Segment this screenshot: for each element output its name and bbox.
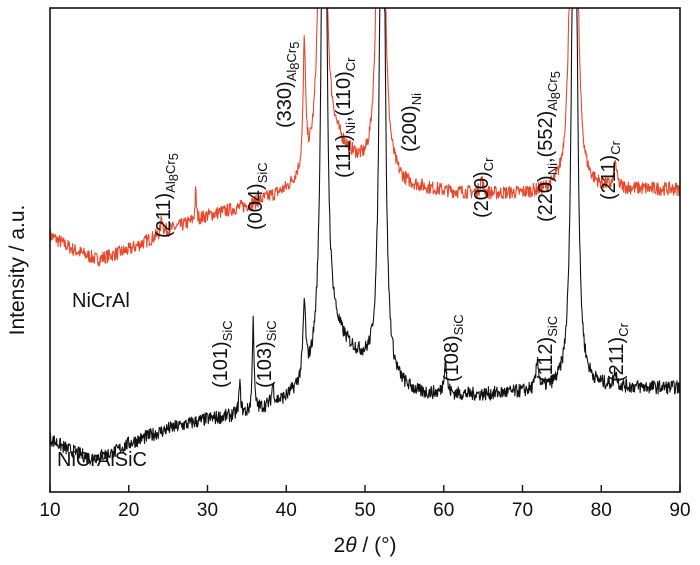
peak-label-103-sic: (103)SiC [254,320,279,388]
peak-label-200-ni: (200)Ni [399,93,424,152]
plot-frame [49,7,681,493]
peak-label-220-552: (220)Ni,(552)Al8Cr5 [535,71,563,222]
series-label-nicralsic: NiCrAlSiC [57,449,147,471]
peak-label-004-sic: (004)SiC [245,162,270,230]
x-tick-label-30: 30 [197,500,218,521]
x-tick-label-40: 40 [276,500,297,521]
peak-label-211-cr-bottom: (211)Cr [606,322,631,382]
traces [49,7,681,465]
peak-label-330-al8cr5: (330)Al8Cr5 [274,42,302,128]
peak-label-211-cr-top: (211)Cr [598,140,623,200]
x-tick-label-10: 10 [39,500,60,521]
x-axis: 10 20 30 40 50 60 70 80 90 [39,485,691,521]
series-label-nicral: NiCrAl [72,290,130,312]
peak-label-200-cr: (200)Cr [471,157,496,218]
peak-label-101-sic: (101)SiC [210,320,235,388]
peak-label-211-al8cr5: (211)Al8Cr5 [153,153,181,238]
x-axis-label-theta: θ [345,534,357,557]
x-axis-label-suffix: / (°) [357,534,397,557]
x-tick-label-60: 60 [433,500,454,521]
peak-label-108-sic: (108)SiC [441,314,466,382]
x-tick-label-90: 90 [669,500,690,521]
x-tick-label-80: 80 [591,500,612,521]
x-tick-label-50: 50 [354,500,375,521]
y-axis-label: Intensity / a.u. [6,205,29,336]
peak-label-111-110: (111)Ni,(110)Cr [333,57,358,178]
x-tick-label-70: 70 [512,500,533,521]
x-axis-label-prefix: 2 [334,534,346,557]
series-line-nicral [49,7,681,267]
x-axis-label: 2θ / (°) [334,534,397,557]
x-tick-label-20: 20 [118,500,139,521]
peak-label-112-sic: (112)SiC [535,316,560,382]
